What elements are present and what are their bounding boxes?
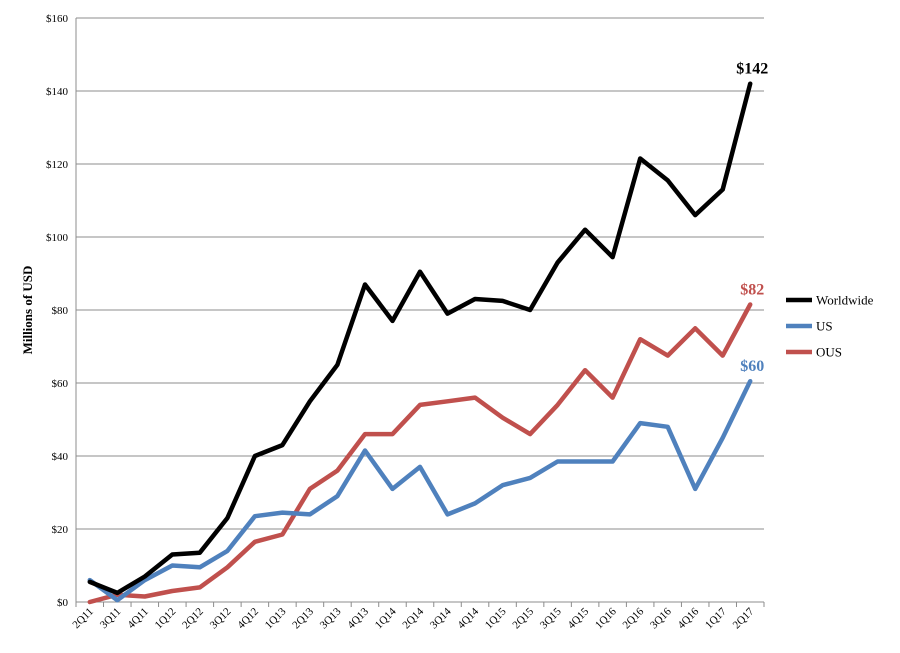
legend-label-worldwide: Worldwide <box>816 293 874 308</box>
y-tick-label: $0 <box>57 597 69 609</box>
end-label-us: $60 <box>740 358 764 375</box>
legend-label-ous: OUS <box>816 345 842 360</box>
end-label-worldwide: $142 <box>736 61 768 78</box>
legend-label-us: US <box>816 319 833 334</box>
y-tick-label: $140 <box>46 86 69 98</box>
legend: Worldwide US OUS <box>786 293 874 360</box>
y-tick-label: $80 <box>52 305 69 317</box>
y-tick-label: $20 <box>52 524 69 536</box>
gridlines <box>76 17 764 530</box>
y-tick-label: $120 <box>46 159 69 171</box>
end-labels: $142 $60 $82 <box>736 61 768 375</box>
y-tick-label: $160 <box>46 13 69 25</box>
series-lines <box>87 81 753 605</box>
y-tick-label: $40 <box>52 451 69 463</box>
y-tick-label: $60 <box>52 378 69 390</box>
series-line-ous <box>87 302 753 605</box>
y-axis-title: Millions of USD <box>20 266 35 355</box>
y-tick-labels: $0 $20 $40 $60 $80 $100 $120 $140 $160 <box>46 13 69 609</box>
end-label-ous: $82 <box>740 282 764 299</box>
axes <box>75 18 765 607</box>
y-tick-label: $100 <box>46 232 69 244</box>
series-line-worldwide <box>87 81 753 596</box>
series-line-us <box>87 378 753 603</box>
